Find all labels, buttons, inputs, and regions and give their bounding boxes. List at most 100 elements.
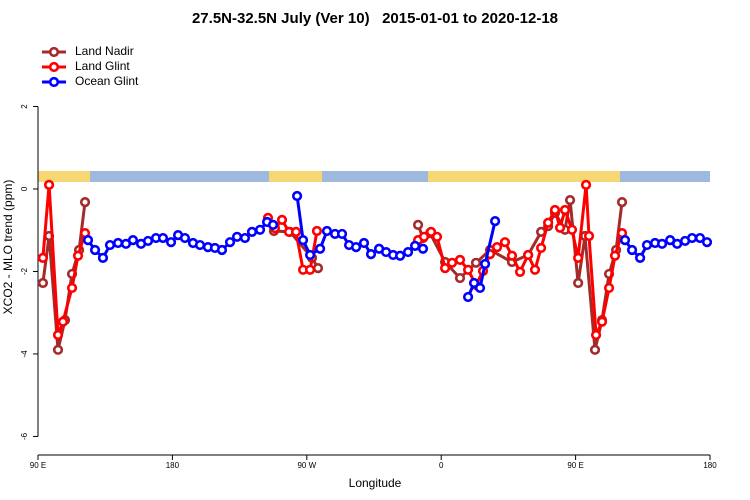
data-point [549,204,561,216]
ocean-strip [38,171,710,182]
y-tick-label: -6 [20,432,29,440]
data-point [311,225,323,237]
land-strip [428,171,620,182]
data-point [635,252,646,263]
legend-marker [48,46,60,58]
data-point [409,240,421,251]
data-point [142,235,154,247]
data-point [216,244,228,256]
legend-marker [48,76,60,88]
legend-label: Land Nadir [75,44,134,58]
data-point [104,239,116,251]
data-point [254,224,266,235]
data-point [589,344,601,355]
data-point [701,237,713,248]
x-axis-label: Longitude [349,476,402,490]
data-point [179,232,191,244]
data-point [57,316,69,327]
data-point [616,197,628,208]
y-axis-label: XCO2 - MLO trend (ppm) [1,180,15,315]
data-point [603,282,615,294]
x-tick-label: 180 [166,461,180,470]
data-point [194,239,206,251]
data-point [672,238,683,249]
data-point [127,235,139,246]
data-point [231,231,243,242]
data-point [304,249,316,261]
data-point [418,231,430,242]
series-line [41,183,624,337]
data-point [462,291,474,303]
data-point [431,231,443,242]
legend-label: Ocean Glint [75,74,139,88]
y-tick-label: -4 [20,350,29,358]
data-point [97,252,109,263]
data-point [52,329,64,341]
data-point [267,219,279,230]
data-point [276,214,288,225]
data-point [590,329,602,341]
data-point [514,266,526,277]
data-point [596,316,608,327]
data-point [454,254,466,266]
data-point [66,282,78,294]
data-point [358,237,370,249]
data-point [656,238,668,249]
data-point [165,237,177,248]
x-tick-label: 180 [703,461,717,470]
x-tick-label: 0 [439,461,444,470]
data-point [365,249,377,260]
series [82,190,713,303]
data-point [321,225,333,237]
data-point [619,235,631,246]
data-point [79,197,91,208]
data-point [43,179,55,190]
data-point [573,252,584,263]
data-point [350,242,362,253]
x-tick-label: 90 W [297,461,316,470]
data-point [462,264,474,275]
data-point [224,237,236,248]
data-point [454,272,466,284]
land-strip [269,171,322,182]
data-point [82,235,94,246]
data-point [491,242,503,253]
data-point [543,217,554,228]
data-point [573,277,584,289]
x-tick-label: 90 E [567,461,583,470]
data-point [290,226,302,237]
data-point [291,190,303,202]
data-point [439,263,451,274]
data-point [157,232,169,244]
map-strip [38,171,710,182]
data-point [694,232,706,244]
data-point [474,282,486,294]
data-point [447,257,458,268]
data-point [480,258,491,270]
data-point [583,230,595,242]
data-point [554,222,566,233]
data-point [626,244,638,256]
y-tick-label: -2 [20,267,29,275]
series [37,179,628,341]
data-point [564,194,576,206]
data-point [312,263,324,274]
data-point [239,232,251,244]
series [37,194,628,355]
data-point [37,252,49,263]
data-point [417,243,429,254]
data-point [89,244,101,256]
data-point [402,246,414,258]
data-point [314,243,326,254]
data-point [506,250,518,261]
data-point [529,264,541,275]
data-point [37,277,49,289]
legend-label: Land Glint [75,59,130,73]
land-strip [38,171,90,182]
data-point [72,250,84,261]
data-point [523,249,534,261]
data-point [686,232,698,244]
y-tick-label: 0 [20,186,29,191]
